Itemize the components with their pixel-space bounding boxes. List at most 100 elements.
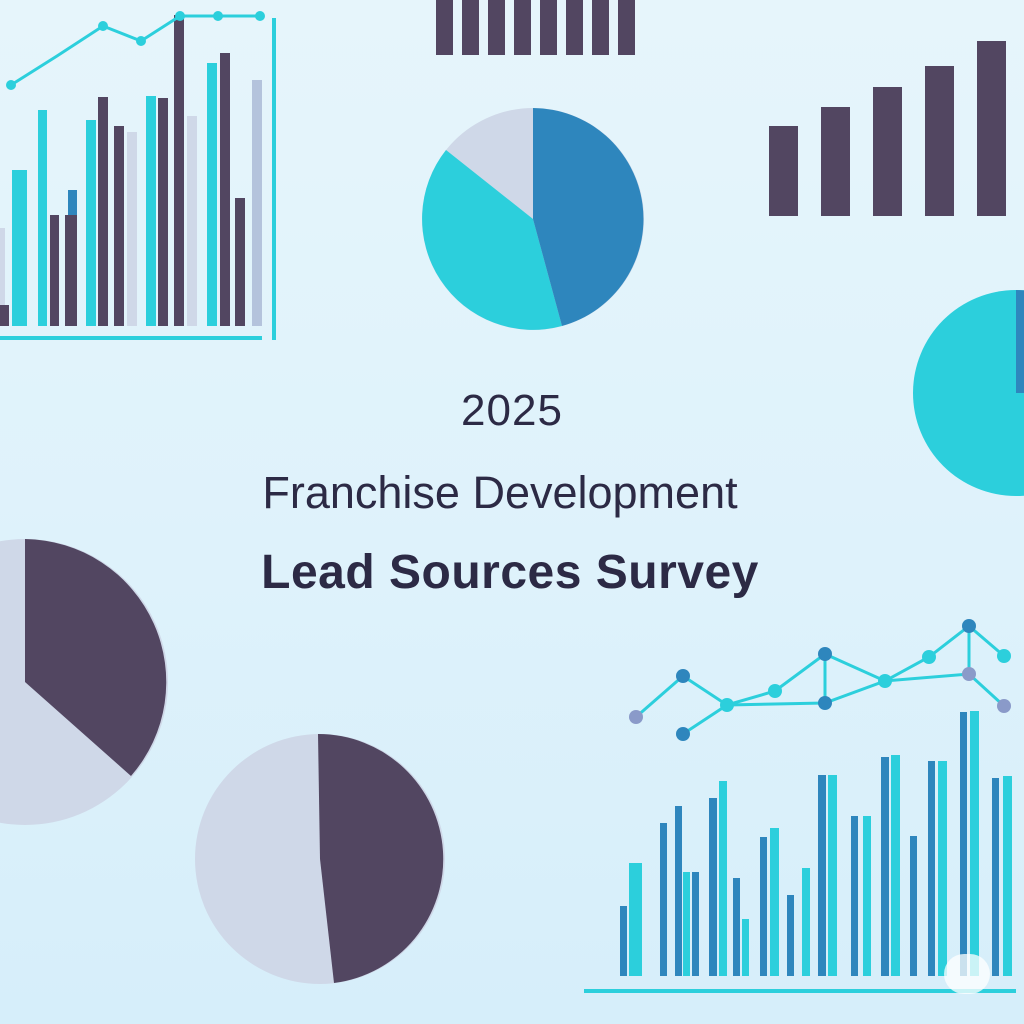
bar (821, 107, 850, 216)
bar (675, 806, 682, 976)
trend-point (6, 80, 16, 90)
bar (620, 906, 627, 976)
network-node (818, 696, 832, 710)
bar (683, 872, 690, 976)
network-node (818, 647, 832, 661)
trend-point (175, 11, 185, 21)
bar (733, 878, 740, 976)
bar (802, 868, 810, 976)
bar (928, 761, 935, 976)
network-node (878, 674, 892, 688)
x-axis-line (0, 336, 262, 340)
bar (514, 0, 531, 55)
network-node (768, 684, 782, 698)
pie-slice-teal (913, 290, 1024, 496)
bar (891, 755, 900, 976)
pie-slice-teal (422, 150, 562, 330)
network-node (962, 619, 976, 633)
top-center-bar-chart (436, 0, 635, 55)
top-right-bar-chart (769, 41, 1006, 216)
network-node (997, 649, 1011, 663)
pie-slice-blue (1016, 290, 1024, 393)
bar (760, 837, 767, 976)
bar (828, 775, 837, 976)
bar (462, 0, 479, 55)
bar (925, 66, 954, 216)
pie-slice-purple (318, 733, 444, 983)
network-node (720, 698, 734, 712)
bar (618, 0, 635, 55)
network-line (682, 672, 1006, 736)
bar (488, 0, 505, 55)
bottom-right-network (629, 619, 1011, 741)
title-year: 2025 (461, 386, 563, 435)
bar (977, 41, 1006, 216)
trend-point (213, 11, 223, 21)
bar (863, 816, 871, 976)
bar (709, 798, 717, 976)
bar (98, 97, 108, 326)
bar (0, 228, 5, 326)
title-line-1: Franchise Development (262, 467, 738, 518)
y-axis-line (272, 18, 276, 340)
bar (938, 761, 947, 976)
trend-point (136, 36, 146, 46)
bar (629, 863, 642, 976)
bar (235, 198, 245, 326)
bar (566, 0, 583, 55)
bar (220, 53, 230, 326)
bar (770, 828, 779, 976)
bar (127, 132, 137, 326)
bottom-right-bar-chart (584, 711, 1016, 993)
bar (910, 836, 917, 976)
bar (851, 816, 858, 976)
x-axis-line (584, 989, 1016, 993)
pie-slice-blue (533, 108, 644, 326)
bar (540, 0, 557, 55)
bar (719, 781, 727, 976)
bar (50, 215, 59, 326)
bar (873, 87, 902, 216)
bar (742, 919, 749, 976)
bar (187, 116, 197, 326)
bar (174, 15, 184, 326)
network-node (997, 699, 1011, 713)
bar (660, 823, 667, 976)
bar (1003, 776, 1012, 976)
network-node (676, 727, 690, 741)
bar (436, 0, 453, 55)
bottom-center-pie-chart (195, 733, 445, 984)
bar (12, 170, 27, 326)
bar (252, 80, 262, 326)
bar (592, 0, 609, 55)
bar (970, 711, 979, 976)
network-node (629, 710, 643, 724)
bar (114, 126, 124, 326)
title-line-2: Lead Sources Survey (261, 546, 759, 599)
bar (692, 872, 699, 976)
watermark-logo (944, 954, 990, 994)
bar (818, 775, 826, 976)
bar (960, 712, 967, 976)
bar (787, 895, 794, 976)
bar (38, 110, 47, 326)
bar (158, 98, 168, 326)
bar (881, 757, 889, 976)
bar (207, 63, 217, 326)
bar (992, 778, 999, 976)
network-node (676, 669, 690, 683)
bar (146, 96, 156, 326)
bar (86, 120, 96, 326)
pie-slice-purple (25, 539, 167, 776)
bar (65, 215, 77, 326)
top-pie-chart (422, 108, 644, 330)
trend-point (98, 21, 108, 31)
network-node (962, 667, 976, 681)
bar (68, 190, 77, 215)
top-left-bar-chart (0, 11, 276, 340)
bar (769, 126, 798, 216)
bar (0, 305, 9, 326)
network-node (922, 650, 936, 664)
trend-point (255, 11, 265, 21)
